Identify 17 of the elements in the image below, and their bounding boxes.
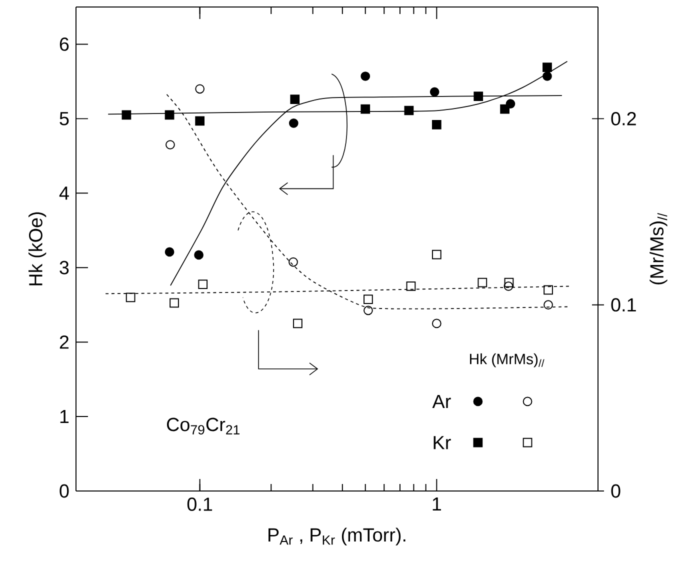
y-tick-label: 5	[60, 112, 69, 126]
legend-title: Hk (MrMs)$_{//}$	[470, 353, 544, 368]
y-tick-label: 2	[60, 335, 69, 349]
y2-tick-label: 0.1	[611, 298, 636, 312]
legend-label: Kr	[434, 436, 451, 450]
y-tick-label: 4	[59, 186, 69, 200]
y2-axis-title: (Mr/Ms)$_{//}$	[650, 212, 668, 284]
y-tick-label: 6	[60, 38, 69, 51]
y-tick-label: 0	[60, 484, 69, 498]
y-tick-label: 3	[60, 260, 69, 274]
y-axis-title: Hk (kOe)	[28, 212, 46, 286]
x-axis-title: P$_{Ar}$ , P$_{Kr}$ (mTorr).	[268, 528, 406, 546]
y2-tick-label: 0	[611, 484, 620, 498]
y-tick-label: 1	[60, 410, 69, 424]
annotation: Co$_{79}$Cr$_{21}$	[166, 418, 240, 434]
y2-tick-label: 0.2	[611, 112, 636, 126]
legend-label: Ar	[432, 394, 451, 408]
